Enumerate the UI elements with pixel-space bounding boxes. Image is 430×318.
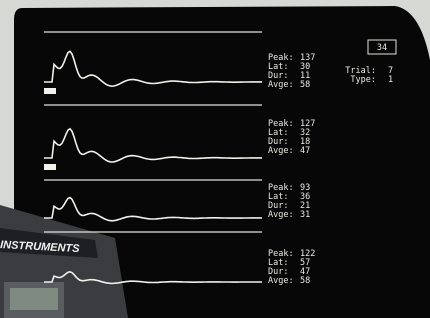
- measure-value: 58: [300, 276, 310, 286]
- photo: INSTRUMENTS 34Trial:7Type:1Peak:137Lat:3…: [0, 0, 430, 318]
- measure-label: Avge:: [268, 80, 294, 90]
- measure-value: 47: [300, 146, 310, 156]
- measure-label: Avge:: [268, 276, 294, 286]
- measure-value: 58: [300, 80, 310, 90]
- stimulus-marker: [44, 88, 56, 94]
- stimulus-marker: [44, 164, 56, 170]
- measure-value: 31: [300, 210, 310, 220]
- info-label: Type:: [350, 75, 376, 85]
- measure-label: Avge:: [268, 210, 294, 220]
- measure-label: Avge:: [268, 146, 294, 156]
- trial-number: 34: [377, 43, 387, 53]
- info-value: 1: [388, 75, 393, 85]
- device-lcd: [10, 288, 58, 310]
